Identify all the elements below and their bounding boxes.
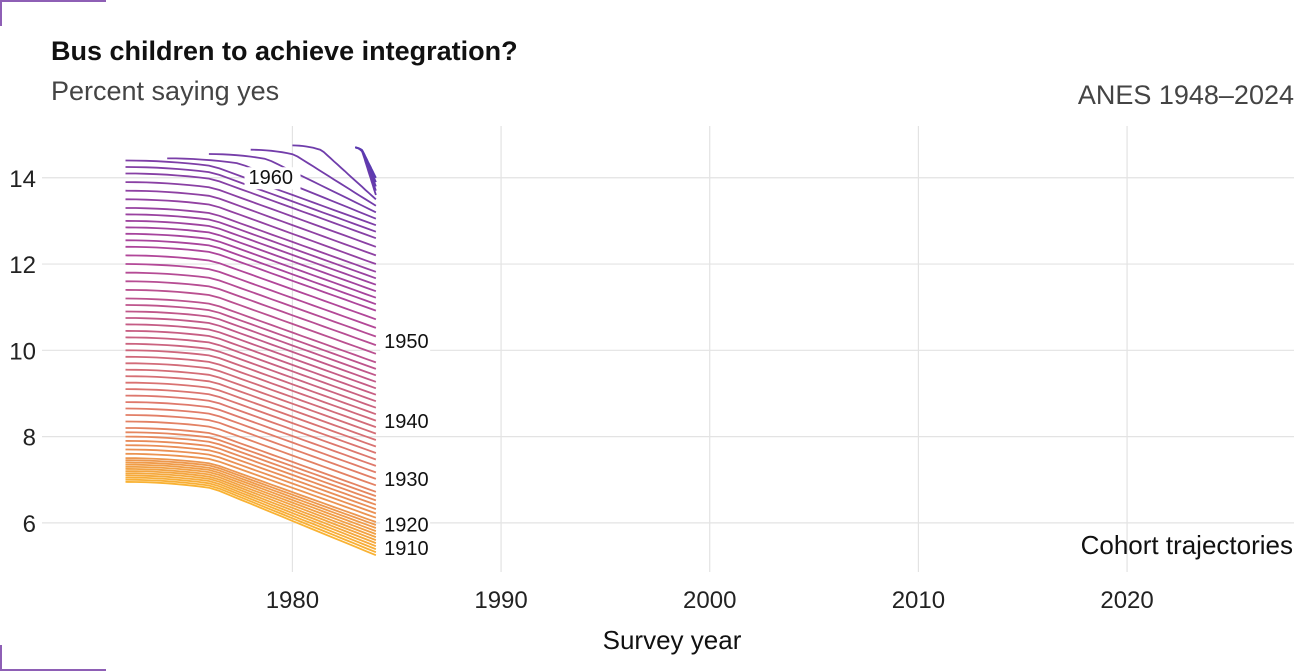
y-tick-label: 12 bbox=[9, 252, 36, 279]
cohort-line-1921 bbox=[125, 407, 377, 474]
cohort-line-1918 bbox=[125, 427, 377, 493]
cohort-line-1954 bbox=[125, 172, 377, 240]
y-tick-label: 6 bbox=[23, 511, 36, 538]
y-axis-ticks: 6 8 10 12 14 bbox=[9, 166, 36, 538]
cohort-line-1929 bbox=[125, 355, 377, 422]
cohort-line-1915 bbox=[125, 440, 377, 506]
cohort-line-1965 bbox=[355, 146, 377, 179]
cohort-line-1937 bbox=[125, 304, 377, 370]
cohort-line-1951 bbox=[125, 198, 377, 265]
cohort-label-1910: 1910 bbox=[384, 538, 429, 560]
cohort-line-1939 bbox=[125, 289, 377, 355]
x-tick-label: 1990 bbox=[474, 587, 527, 614]
cohort-label-1960: 1960 bbox=[248, 167, 293, 189]
cohort-line-1922 bbox=[125, 401, 377, 467]
cohort-line-1936 bbox=[125, 310, 377, 377]
cohort-line-1949 bbox=[125, 213, 377, 280]
x-tick-label: 2000 bbox=[683, 587, 736, 614]
cohort-label-bg bbox=[244, 167, 301, 190]
corner-mark-bottom-h bbox=[0, 669, 106, 671]
cohort-line-1938 bbox=[125, 297, 377, 364]
cohort-line-1910 bbox=[125, 459, 377, 526]
cohort-line-1906 bbox=[125, 468, 377, 538]
x-tick-label: 1980 bbox=[266, 587, 319, 614]
cohort-line-1911 bbox=[125, 457, 377, 523]
cohort-line-1900 bbox=[125, 481, 377, 557]
cohort-line-1902 bbox=[125, 476, 377, 551]
cohort-line-1940 bbox=[125, 280, 377, 346]
corner-mark-top-v bbox=[0, 0, 2, 26]
cohort-lines bbox=[125, 144, 377, 557]
cohort-line-1963 bbox=[355, 146, 377, 187]
cohort-line-1903 bbox=[125, 474, 377, 548]
x-tick-label: 2010 bbox=[892, 587, 945, 614]
corner-mark-top-h bbox=[0, 0, 106, 2]
cohort-line-1927 bbox=[125, 368, 377, 435]
x-tick-label: 2020 bbox=[1100, 587, 1153, 614]
cohort-line-1913 bbox=[125, 448, 377, 515]
cohort-line-1943 bbox=[125, 254, 377, 321]
cohort-line-1945 bbox=[125, 239, 377, 306]
x-axis-ticks: 1980 1990 2000 2010 2020 bbox=[266, 587, 1154, 614]
cohort-line-1952 bbox=[125, 189, 377, 257]
cohort-line-1948 bbox=[125, 220, 377, 286]
cohort-label-bg bbox=[380, 469, 431, 492]
y-tick-label: 8 bbox=[23, 425, 36, 452]
cohort-line-1923 bbox=[125, 394, 377, 461]
cohort-line-1959 bbox=[250, 148, 377, 207]
cohort-line-1928 bbox=[125, 362, 377, 428]
cohort-line-1946 bbox=[125, 232, 377, 299]
cohort-label-bg bbox=[380, 331, 431, 354]
cohort-line-1909 bbox=[125, 461, 377, 529]
chart-title: Bus children to achieve integration? bbox=[51, 36, 518, 66]
cohort-line-1901 bbox=[125, 478, 377, 554]
cohort-line-1919 bbox=[125, 420, 377, 487]
cohort-line-1916 bbox=[125, 435, 377, 502]
cohort-line-1908 bbox=[125, 463, 377, 532]
chart-subtitle: Percent saying yes bbox=[51, 76, 280, 106]
cohort-line-1924 bbox=[125, 388, 377, 454]
cohort-line-1942 bbox=[125, 263, 377, 329]
y-tick-label: 10 bbox=[9, 338, 36, 365]
cohort-line-1926 bbox=[125, 375, 377, 441]
cohort-label-bg bbox=[380, 538, 431, 561]
chart-source: ANES 1948–2024 bbox=[1077, 80, 1294, 110]
cohort-line-1947 bbox=[125, 226, 377, 293]
cohort-label-1930: 1930 bbox=[384, 469, 429, 491]
cohort-label-1940: 1940 bbox=[384, 411, 429, 433]
cohort-line-1941 bbox=[125, 271, 377, 338]
cohort-line-1912 bbox=[125, 452, 377, 519]
cohort-line-1905 bbox=[125, 470, 377, 541]
cohort-line-1920 bbox=[125, 414, 377, 480]
cohort-label-1950: 1950 bbox=[384, 331, 429, 353]
cohort-line-1964 bbox=[355, 146, 377, 183]
cohort-line-1932 bbox=[125, 336, 377, 403]
cohort-line-1944 bbox=[125, 245, 377, 312]
cohort-line-1950 bbox=[125, 207, 377, 273]
cohort-label-bg bbox=[380, 410, 431, 433]
cohort-label-1920: 1920 bbox=[384, 514, 429, 536]
cohort-line-1904 bbox=[125, 472, 377, 544]
x-axis-label: Survey year bbox=[603, 625, 742, 655]
cohort-line-1914 bbox=[125, 444, 377, 510]
cohort-line-1935 bbox=[125, 317, 377, 383]
cohort-line-1934 bbox=[125, 323, 377, 390]
cohort-line-1917 bbox=[125, 431, 377, 497]
cohort-label-bg bbox=[380, 514, 431, 537]
cohort-line-1907 bbox=[125, 465, 377, 535]
cohort-line-1925 bbox=[125, 381, 377, 448]
cohort-line-1960 bbox=[292, 144, 377, 200]
cohort-line-1931 bbox=[125, 342, 377, 409]
cohort-line-1933 bbox=[125, 330, 377, 396]
y-tick-label: 14 bbox=[9, 166, 36, 193]
cohort-trajectories-annotation: Cohort trajectories bbox=[1081, 530, 1293, 560]
corner-mark-bottom-v bbox=[0, 645, 2, 671]
cohort-line-1930 bbox=[125, 349, 377, 416]
cohort-line-1953 bbox=[125, 181, 377, 248]
